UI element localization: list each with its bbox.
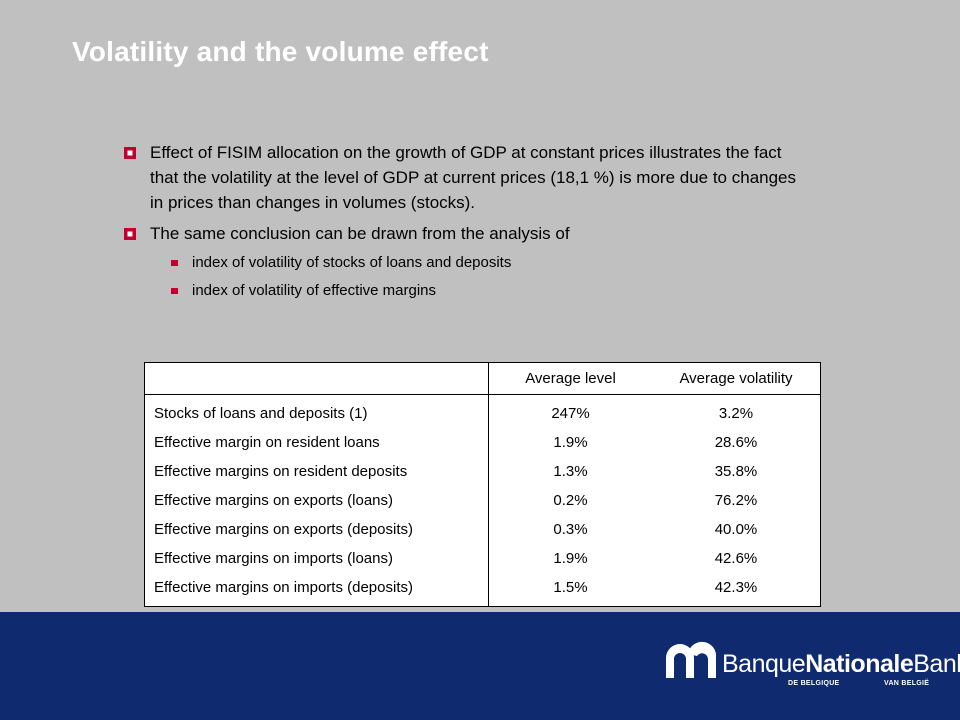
table-header-row: Average level Average volatility [144, 362, 821, 395]
table-header-volatility: Average volatility [652, 362, 821, 395]
table-header-level: Average level [488, 362, 652, 395]
sub-bullet-item: index of volatility of stocks of loans a… [120, 252, 810, 274]
row-label: Effective margin on resident loans [144, 428, 489, 457]
table-row: Effective margins on imports (deposits) … [144, 573, 821, 607]
sub-bullet-square-icon [171, 288, 178, 294]
row-level: 1.5% [553, 579, 588, 596]
sub-bullet-item: index of volatility of effective margins [120, 280, 810, 302]
table-row: Effective margin on resident loans 1.9% … [144, 428, 821, 457]
logo-subtitle-fr: DE BELGIQUE [788, 680, 840, 687]
table-row: Effective margins on exports (deposits) … [144, 515, 821, 544]
row-volatility: 28.6% [714, 434, 758, 451]
sub-bullet-text: index of volatility of effective margins [192, 282, 437, 299]
row-level: 0.2% [553, 492, 588, 509]
bank-logo-wordmark: BanqueNationaleBank [722, 650, 960, 679]
table-row: Effective margins on imports (loans) 1.9… [144, 544, 821, 573]
row-level: 247% [551, 405, 590, 422]
row-label: Stocks of loans and deposits (1) [144, 394, 489, 428]
bullet-text: Effect of FISIM allocation on the growth… [150, 143, 797, 212]
table-header-label [144, 362, 489, 395]
row-volatility: 3.2% [718, 405, 754, 422]
row-label: Effective margins on imports (deposits) [144, 573, 489, 607]
slide-title: Volatility and the volume effect [72, 36, 489, 67]
logo-word-banque: Banque [722, 650, 806, 678]
sub-bullet-text: index of volatility of stocks of loans a… [192, 254, 512, 271]
logo-subtitle-nl: VAN BELGIË [884, 680, 930, 687]
logo-word-bank: Bank [913, 650, 960, 678]
row-volatility: 42.3% [714, 579, 758, 596]
row-level: 1.9% [553, 434, 588, 451]
bank-logo-icon [666, 641, 717, 678]
row-label: Effective margins on resident deposits [144, 457, 489, 486]
row-volatility: 40.0% [714, 521, 758, 538]
row-label: Effective margins on exports (loans) [144, 486, 489, 515]
bullet-item: The same conclusion can be drawn from th… [120, 221, 810, 246]
sub-bullet-square-icon [171, 260, 178, 266]
logo-word-nationale: Nationale [805, 650, 914, 678]
bullet-list: Effect of FISIM allocation on the growth… [120, 140, 810, 302]
table-row: Effective margins on exports (loans) 0.2… [144, 486, 821, 515]
row-level: 0.3% [553, 521, 588, 538]
row-volatility: 35.8% [714, 463, 758, 480]
bullet-square-icon [124, 228, 136, 240]
row-level: 1.9% [553, 550, 588, 567]
row-label: Effective margins on exports (deposits) [144, 515, 489, 544]
bullet-item: Effect of FISIM allocation on the growth… [120, 140, 810, 215]
bullet-text: The same conclusion can be drawn from th… [150, 224, 570, 243]
bullet-square-icon [124, 147, 136, 159]
row-level: 1.3% [553, 463, 588, 480]
table-row: Stocks of loans and deposits (1) 247% 3.… [144, 394, 821, 428]
table-row: Effective margins on resident deposits 1… [144, 457, 821, 486]
row-volatility: 42.6% [714, 550, 758, 567]
footer-band [0, 612, 960, 720]
volatility-table: Average level Average volatility Stocks … [144, 362, 821, 607]
row-volatility: 76.2% [714, 492, 758, 509]
row-label: Effective margins on imports (loans) [144, 544, 489, 573]
